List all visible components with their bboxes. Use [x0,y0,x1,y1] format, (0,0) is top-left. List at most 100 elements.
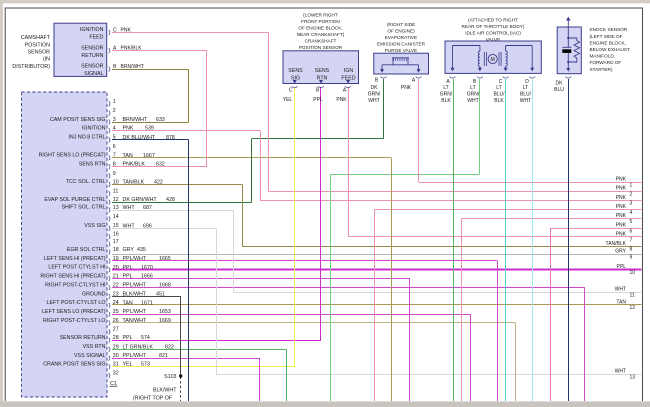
svg-text:EVAP SOL PURGE CTRL: EVAP SOL PURGE CTRL [44,197,105,203]
svg-text:8: 8 [630,247,633,253]
svg-text:9: 9 [113,171,116,177]
svg-text:B: B [316,88,320,94]
svg-text:1668: 1668 [159,283,171,289]
svg-text:A: A [113,46,117,52]
svg-text:1670: 1670 [141,265,153,271]
svg-text:24: 24 [113,300,119,306]
svg-text:PPL/WHT: PPL/WHT [123,309,147,315]
svg-text:PURGE VALVE: PURGE VALVE [385,48,417,53]
svg-text:PNK/BLK: PNK/BLK [123,162,146,168]
svg-text:(ATTACHED TO RIGHT: (ATTACHED TO RIGHT [468,18,518,23]
svg-text:PNK: PNK [616,231,627,237]
svg-text:VSS RTN: VSS RTN [83,344,106,350]
svg-text:VSS SIG: VSS SIG [84,223,105,229]
svg-text:15: 15 [113,223,119,229]
svg-text:SENS RTN: SENS RTN [79,161,106,167]
svg-text:PPL: PPL [313,97,323,103]
svg-text:428: 428 [166,197,175,203]
svg-text:PPL/WHT: PPL/WHT [123,353,147,359]
svg-text:D: D [525,79,529,85]
svg-text:C: C [499,79,503,85]
svg-text:3: 3 [113,117,116,123]
svg-text:MANIFOLD,: MANIFOLD, [590,54,616,59]
svg-text:PNK: PNK [616,222,627,228]
svg-text:11: 11 [630,292,635,298]
svg-text:822: 822 [165,344,174,350]
svg-text:WHT: WHT [467,98,478,104]
svg-text:12: 12 [630,305,636,311]
svg-text:IGNITION: IGNITION [80,27,104,33]
svg-text:LT: LT [496,85,501,91]
svg-text:REAR OF THROTTLE BODY): REAR OF THROTTLE BODY) [462,24,525,29]
svg-text:PNK: PNK [616,186,627,192]
svg-text:PNK: PNK [616,176,627,182]
svg-text:PPL/WHT: PPL/WHT [123,283,147,289]
svg-text:1: 1 [113,99,116,105]
svg-text:9: 9 [630,254,633,260]
svg-text:30: 30 [113,353,119,359]
svg-text:SENSOR: SENSOR [81,64,104,70]
svg-text:OF ENGINE BLOCK,: OF ENGINE BLOCK, [298,25,342,30]
svg-text:(IN: (IN [43,57,50,63]
svg-text:19: 19 [113,256,119,262]
svg-text:1666: 1666 [141,274,153,280]
svg-text:10: 10 [113,179,119,185]
svg-text:1: 1 [630,182,633,188]
svg-text:11: 11 [113,189,119,195]
svg-text:KNOCK SENSOR: KNOCK SENSOR [590,27,628,32]
svg-text:GRN/: GRN/ [467,92,480,98]
svg-text:WHT: WHT [123,223,136,229]
svg-text:BLU/: BLU/ [493,92,505,98]
svg-text:632: 632 [156,162,165,168]
svg-text:GRN/: GRN/ [440,92,453,98]
svg-text:DK BLU/WHT: DK BLU/WHT [123,135,156,141]
svg-text:LEFT POST-CTYLST LO: LEFT POST-CTYLST LO [47,300,106,306]
svg-text:RIGHT SENS HI (PRECAT): RIGHT SENS HI (PRECAT) [40,273,105,279]
svg-text:7: 7 [630,237,633,243]
svg-text:16: 16 [113,232,119,238]
svg-text:RIGHT SENS LO (PRECAT): RIGHT SENS LO (PRECAT) [39,153,106,159]
svg-text:WHT: WHT [615,286,626,292]
svg-text:PNK: PNK [616,213,627,219]
svg-text:FEED: FEED [341,75,355,81]
svg-text:LT: LT [470,85,475,91]
svg-text:GRN/: GRN/ [368,92,381,98]
svg-text:POSITION: POSITION [25,42,50,48]
svg-text:TAN/BLK: TAN/BLK [123,179,145,185]
svg-text:PNK: PNK [616,204,627,210]
svg-text:C: C [289,88,293,94]
svg-text:10: 10 [630,270,636,276]
svg-text:TAN/BLK: TAN/BLK [606,241,627,247]
svg-text:CAM POSIT SENS SIG: CAM POSIT SENS SIG [50,117,106,123]
svg-text:RTN: RTN [317,75,328,81]
svg-text:SHIFT SOL. CTRL: SHIFT SOL. CTRL [61,205,105,211]
svg-text:CRANKSHAFT: CRANKSHAFT [305,38,337,43]
svg-text:4: 4 [113,126,116,132]
svg-text:VSS SIGNAL: VSS SIGNAL [74,353,106,359]
svg-text:18: 18 [113,247,119,253]
svg-text:LT: LT [443,85,448,91]
svg-text:SIG: SIG [291,75,300,81]
svg-text:TAN/WHT: TAN/WHT [123,318,147,324]
svg-text:422: 422 [154,179,163,185]
svg-text:EMISSION CANISTER: EMISSION CANISTER [377,41,426,46]
svg-text:31: 31 [113,362,119,368]
svg-text:PPL: PPL [123,335,133,341]
svg-text:TAN: TAN [123,300,133,306]
svg-text:SENSOR RETURN: SENSOR RETURN [60,335,106,341]
svg-text:28: 28 [113,335,119,341]
svg-text:S103: S103 [164,374,176,380]
svg-text:DK GRN/WHT: DK GRN/WHT [123,197,158,203]
svg-text:(LEFT SIDE OF: (LEFT SIDE OF [590,34,623,39]
svg-text:435: 435 [137,247,146,253]
svg-text:BLK/WHT: BLK/WHT [123,292,147,298]
svg-text:VALVE: VALVE [486,37,500,42]
svg-text:PNK: PNK [401,85,412,91]
svg-text:FORWARD OF: FORWARD OF [590,60,622,65]
svg-text:PNK: PNK [121,27,132,33]
svg-text:OF ENGINE): OF ENGINE) [387,28,415,33]
svg-text:SENSOR: SENSOR [28,50,51,56]
svg-text:RETURN: RETURN [81,53,103,59]
svg-text:20: 20 [113,265,119,271]
svg-text:IDLE AIR CONTROL (IAC): IDLE AIR CONTROL (IAC) [465,30,521,35]
